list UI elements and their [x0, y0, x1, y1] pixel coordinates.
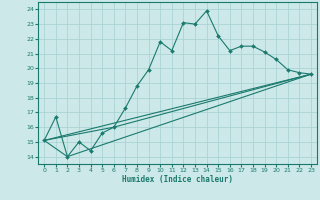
X-axis label: Humidex (Indice chaleur): Humidex (Indice chaleur)	[122, 175, 233, 184]
